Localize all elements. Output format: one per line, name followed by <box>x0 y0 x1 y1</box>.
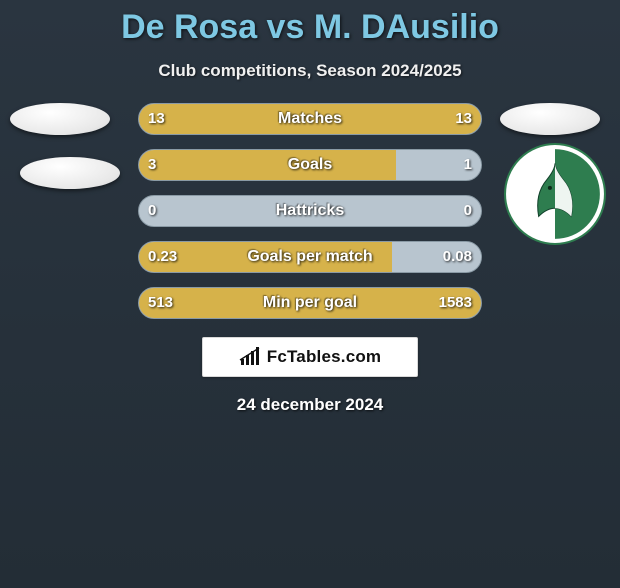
bar-left-fill <box>139 288 221 318</box>
bar-track <box>138 103 482 135</box>
brand-card: FcTables.com <box>202 337 418 377</box>
bar-right-fill <box>396 150 482 180</box>
report-date: 24 december 2024 <box>0 395 620 415</box>
bar-left-fill <box>139 242 392 272</box>
bar-left-fill <box>139 150 396 180</box>
comparison-chart: 1313Matches 31Goals 00Hattricks 0.230.08Goa… <box>0 103 620 319</box>
bar-chart-icon <box>239 347 261 367</box>
stat-row-hattricks: 00Hattricks <box>0 195 620 227</box>
page-title: De Rosa vs M. DAusilio <box>0 8 620 47</box>
bar-track <box>138 287 482 319</box>
stat-row-mpg: 5131583Min per goal <box>0 287 620 319</box>
stat-row-goals: 31Goals <box>0 149 620 181</box>
page-subtitle: Club competitions, Season 2024/2025 <box>0 61 620 81</box>
bar-track <box>138 149 482 181</box>
bar-right-fill <box>221 288 481 318</box>
bar-track <box>138 241 482 273</box>
stat-row-matches: 1313Matches <box>0 103 620 135</box>
bar-right-fill <box>310 104 481 134</box>
bar-left-fill <box>139 104 310 134</box>
stat-row-gpm: 0.230.08Goals per match <box>0 241 620 273</box>
bar-track <box>138 195 482 227</box>
bar-right-fill <box>392 242 481 272</box>
brand-label: FcTables.com <box>267 347 382 367</box>
stat-rows: 1313Matches 31Goals 00Hattricks 0.230.08Goa… <box>0 103 620 319</box>
